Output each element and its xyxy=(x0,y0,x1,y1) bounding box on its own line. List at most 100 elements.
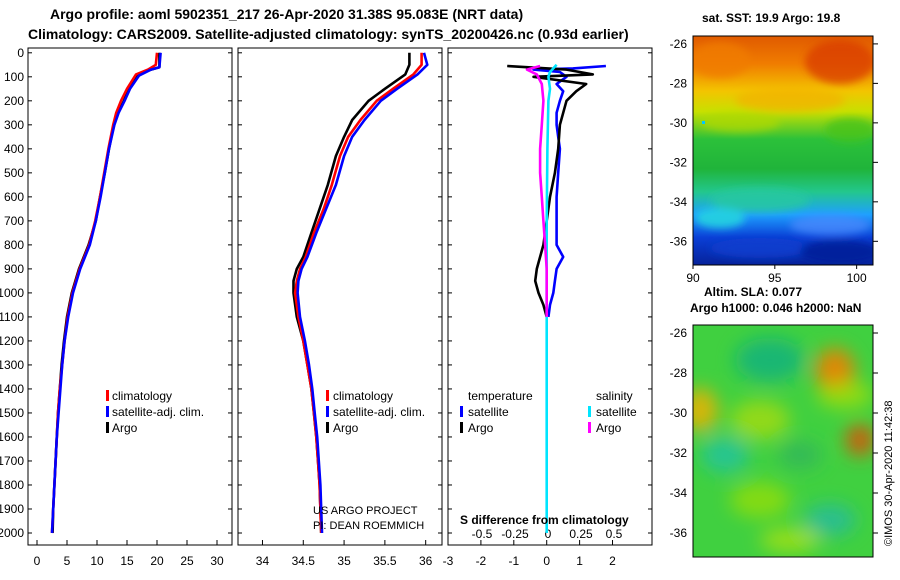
depth-tick-label: 700 xyxy=(4,214,24,228)
legend-swatch-argo xyxy=(326,422,329,433)
figure-title-line2: Climatology: CARS2009. Satellite-adjuste… xyxy=(28,26,629,42)
depth-tick-label: 400 xyxy=(4,142,24,156)
x-tick-label: -1 xyxy=(508,554,519,568)
depth-tick-label: 600 xyxy=(4,190,24,204)
sla-map xyxy=(693,325,873,557)
legend-swatch-sal-satellite xyxy=(588,406,591,417)
difference-panel-frame xyxy=(447,47,653,546)
difference-series xyxy=(507,63,606,533)
map-y-tick-label: -30 xyxy=(670,406,688,420)
depth-tick-label: 200 xyxy=(4,94,24,108)
depth-tick-label: 900 xyxy=(4,262,24,276)
argo-position-marker xyxy=(702,121,705,124)
depth-tick-label: 1000 xyxy=(0,286,24,300)
difference-legend: temperature satellite Argo salinity sate… xyxy=(460,389,637,527)
legend-swatch-temp-argo xyxy=(460,422,463,433)
x-tick-label: 34 xyxy=(256,554,270,568)
x-tick-label: 15 xyxy=(120,554,134,568)
salinity-panel-frame xyxy=(237,47,443,546)
x-tick-label: 35 xyxy=(337,554,351,568)
difference-x-axis: -3 -2 -1 0 1 2 xyxy=(443,540,616,568)
legend-title-temperature: temperature xyxy=(468,389,533,403)
x-tick-label: 0 xyxy=(34,554,41,568)
top-x-tick-label: 0.25 xyxy=(569,527,593,541)
series-line-argo xyxy=(51,52,161,534)
x-tick-label: -3 xyxy=(443,554,454,568)
x-tick-label: -2 xyxy=(476,554,487,568)
depth-tick-label: 500 xyxy=(4,166,24,180)
legend-label-sal-argo: Argo xyxy=(596,421,622,435)
legend-label-climatology: climatology xyxy=(333,389,393,403)
x-tick-label: 34.5 xyxy=(292,554,316,568)
series-line-temperature-argo xyxy=(507,64,595,318)
temperature-x-axis: 0 5 10 15 20 25 30 xyxy=(34,540,224,568)
x-tick-label: 2 xyxy=(609,554,616,568)
difference-top-x-axis: -0.5 -0.25 0 0.25 0.5 xyxy=(472,527,623,541)
temperature-series xyxy=(50,52,162,534)
map-frame xyxy=(692,35,874,266)
depth-tick-label: 800 xyxy=(4,238,24,252)
sst-map-title: sat. SST: 19.9 Argo: 19.8 xyxy=(702,11,841,25)
legend-title-salinity: salinity xyxy=(596,389,633,403)
depth-tick-label: 1700 xyxy=(0,454,24,468)
map-y-tick-label: -36 xyxy=(670,234,688,248)
depth-axis: 0 100 200 300 400 500 600 700 800 900 1000 1100 1200… xyxy=(0,46,24,540)
map-x-tick-label: 100 xyxy=(847,271,867,285)
x-tick-label: 20 xyxy=(150,554,164,568)
figure-title-line1: Argo profile: aoml 5902351_217 26-Apr-20… xyxy=(50,6,524,22)
depth-tick-label: 1600 xyxy=(0,430,24,444)
x-tick-label: 35.5 xyxy=(373,554,397,568)
series-line-climatology xyxy=(293,52,423,534)
map-y-tick-label: -26 xyxy=(670,37,688,51)
map-y-tick-label: -34 xyxy=(670,195,688,209)
map-y-tick-label: -32 xyxy=(670,155,688,169)
map-y-tick-label: -34 xyxy=(670,486,688,500)
map-y-tick-label: -28 xyxy=(670,366,688,380)
temperature-legend: climatology satellite-adj. clim. Argo xyxy=(106,389,204,435)
series-line-salinity-argo xyxy=(525,64,549,317)
sst-map xyxy=(693,36,873,265)
x-tick-label: 1 xyxy=(576,554,583,568)
x-tick-label: 0 xyxy=(543,554,550,568)
depth-tick-label: 1500 xyxy=(0,406,24,420)
sla-map-title-line1: Altim. SLA: 0.077 xyxy=(704,285,802,299)
legend-swatch-satellite xyxy=(326,406,329,417)
legend-label-temp-argo: Argo xyxy=(468,421,494,435)
legend-label-satellite: satellite-adj. clim. xyxy=(112,405,204,419)
map-y-tick-label: -36 xyxy=(670,526,688,540)
annotation-pi: PI: DEAN ROEMMICH xyxy=(313,520,424,532)
legend-swatch-climatology xyxy=(326,390,329,401)
series-line-climatology xyxy=(50,52,159,534)
salinity-series xyxy=(292,52,429,534)
x-tick-label: 5 xyxy=(64,554,71,568)
series-line-satellite-adj-clim- xyxy=(50,52,162,534)
depth-tick-label: 100 xyxy=(4,70,24,84)
salinity-x-axis: 34 34.5 35 35.5 36 xyxy=(256,540,433,568)
legend-swatch-argo xyxy=(106,422,109,433)
depth-tick-label: 300 xyxy=(4,118,24,132)
depth-tick-label: 1100 xyxy=(0,310,24,324)
x-tick-label: 30 xyxy=(210,554,224,568)
sst-map-axes: -26 -28 -30 -32 -34 -36 90 95 100 xyxy=(670,35,878,285)
annotation-us-argo: US ARGO PROJECT xyxy=(313,505,418,517)
difference-top-axis-label: S difference from climatology xyxy=(460,513,629,527)
map-x-tick-label: 90 xyxy=(686,271,700,285)
depth-tick-label: 1900 xyxy=(0,502,24,516)
legend-label-temp-satellite: satellite xyxy=(468,405,509,419)
depth-tick-label: 1200 xyxy=(0,334,24,348)
top-x-tick-label: 0 xyxy=(545,527,552,541)
panel-grid-ticks xyxy=(28,52,652,534)
depth-tick-label: 0 xyxy=(17,46,24,60)
map-y-tick-label: -28 xyxy=(670,76,688,90)
top-x-tick-label: -0.25 xyxy=(501,527,529,541)
legend-label-argo: Argo xyxy=(333,421,359,435)
legend-label-argo: Argo xyxy=(112,421,138,435)
salinity-legend: climatology satellite-adj. clim. Argo US… xyxy=(313,389,425,532)
depth-tick-label: 1400 xyxy=(0,382,24,396)
series-line-satellite-adj-clim- xyxy=(296,52,429,534)
sla-map-title-line2: Argo h1000: 0.046 h2000: NaN xyxy=(690,301,861,315)
map-y-tick-label: -26 xyxy=(670,326,688,340)
map-y-tick-label: -30 xyxy=(670,116,688,130)
credit-text: ©IMOS 30-Apr-2020 11:42:38 xyxy=(883,400,895,546)
